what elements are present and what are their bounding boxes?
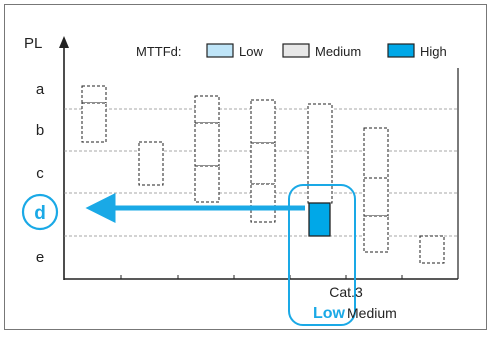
pl-label-a: a	[36, 81, 45, 98]
cat3-selection-frame	[288, 184, 356, 326]
legend-title: MTTFd:	[136, 44, 182, 59]
legend-swatch-low	[206, 43, 234, 58]
y-axis-arrow	[59, 36, 69, 48]
pl-label-b: b	[36, 122, 44, 139]
legend-label-low: Low	[239, 44, 263, 59]
bar-b-upper	[81, 85, 107, 104]
bar-cat2-mid	[250, 142, 276, 185]
legend: MTTFd: Low Medium High	[136, 43, 447, 59]
pl-label-c: c	[36, 165, 44, 182]
pl-d-highlight-circle	[21, 193, 59, 231]
pl-label-e: e	[36, 249, 44, 266]
bar-cat2-bot	[250, 183, 276, 223]
category-bars	[81, 85, 445, 264]
outer-frame	[4, 4, 487, 330]
bar-b-bot	[194, 165, 220, 203]
legend-swatch-high	[387, 43, 415, 58]
legend-swatch-medium	[282, 43, 310, 58]
bar-cat4-mid	[363, 177, 389, 217]
y-axis-label: PL	[24, 35, 42, 52]
legend-label-high: High	[420, 44, 447, 59]
category-label: Cat.3	[329, 284, 363, 300]
bar-b-single	[138, 141, 164, 186]
bar-b-mid	[194, 122, 220, 167]
bar-cat3-lower	[307, 184, 333, 204]
bar-b-top	[194, 95, 220, 124]
bar-cat4-bot	[363, 215, 389, 253]
mttfd-low-label: Low	[313, 305, 346, 322]
mttfd-medium-label: Medium	[347, 305, 397, 321]
bar-cat4-top	[363, 127, 389, 179]
pl-label-d: d	[34, 203, 46, 224]
bar-cat3-high	[308, 202, 331, 237]
bar-e-single	[419, 235, 445, 264]
bar-b-lower	[81, 102, 107, 143]
bar-cat3-upper	[307, 103, 333, 186]
bar-cat2-top	[250, 99, 276, 144]
legend-label-medium: Medium	[315, 44, 361, 59]
